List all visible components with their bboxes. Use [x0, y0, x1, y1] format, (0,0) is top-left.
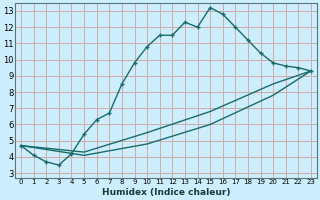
- X-axis label: Humidex (Indice chaleur): Humidex (Indice chaleur): [102, 188, 230, 197]
